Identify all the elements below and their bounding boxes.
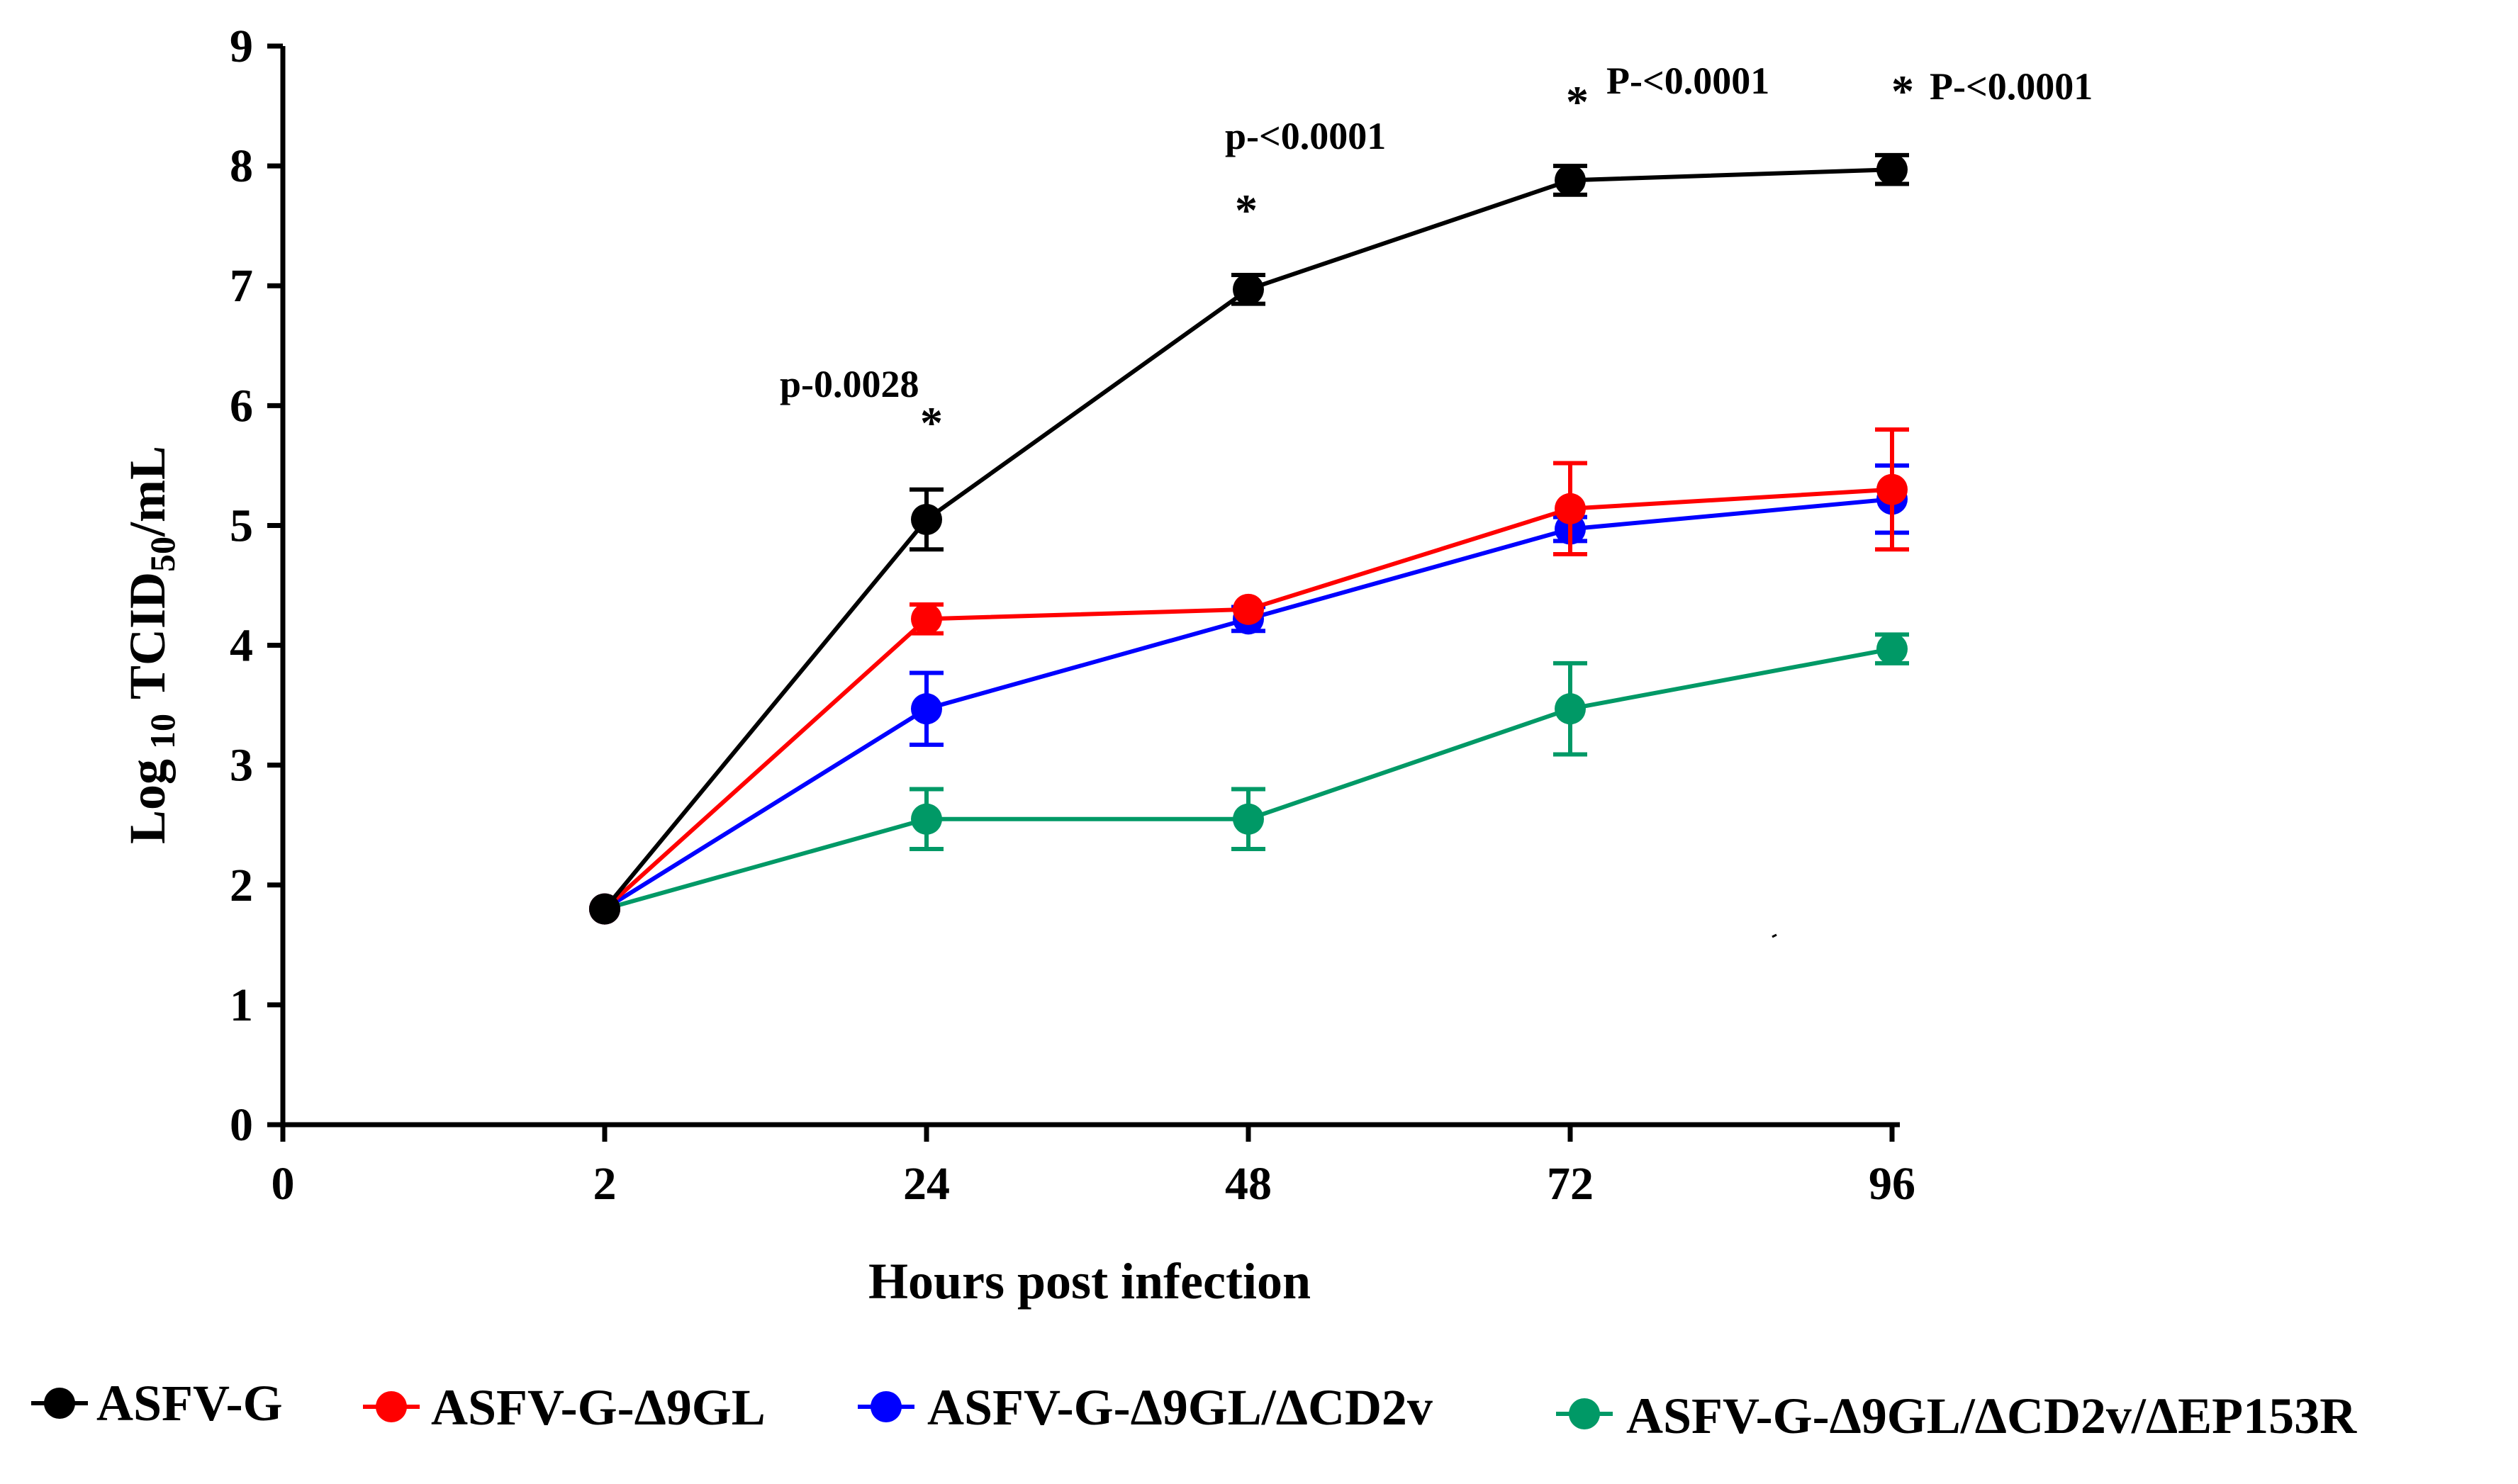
x-tick-label-72: 72 — [1547, 1158, 1594, 1210]
data-point-0-3 — [1555, 164, 1586, 196]
data-point-3-3 — [1555, 693, 1586, 725]
data-point-3-2 — [1233, 803, 1264, 835]
y-axis-title-mid: TCID — [119, 572, 176, 699]
data-point-2-1 — [911, 693, 942, 725]
legend-item-asfv-g: ASFV-G — [31, 1375, 283, 1432]
y-axis-title-main: Log — [119, 759, 176, 844]
y-tick-label-7: 7 — [230, 260, 253, 312]
y-ticks: 0 1 2 3 4 5 6 7 8 9 — [230, 21, 283, 1151]
x-tick-label-0: 0 — [272, 1158, 295, 1210]
y-tick-label-1: 1 — [230, 979, 253, 1031]
annotation-48h-star: * — [1235, 185, 1258, 235]
x-ticks: 0 2 24 48 72 96 — [272, 1125, 1915, 1210]
legend-label-asfv-g-d9gl: ASFV-G-Δ9GL — [431, 1379, 766, 1436]
annotations: p-0.0028 * p-<0.0001 * * P-<0.0001 * P-<… — [780, 60, 2093, 448]
y-tick-label-9: 9 — [230, 21, 253, 72]
legend-item-asfv-g-d9gl-dcd2v-dep153r: ASFV-G-Δ9GL/ΔCD2v/ΔEP153R — [1556, 1388, 2357, 1444]
y-tick-label-3: 3 — [230, 740, 253, 792]
data-point-3-1 — [911, 803, 942, 835]
series-2 — [589, 463, 1909, 925]
legend-marker-asfv-g-d9gl — [376, 1391, 407, 1422]
y-tick-label-0: 0 — [230, 1099, 253, 1151]
x-tick-label-48: 48 — [1225, 1158, 1272, 1210]
y-tick-label-6: 6 — [230, 380, 253, 432]
data-point-0-0 — [589, 893, 620, 925]
legend-marker-asfv-g-d9gl-dcd2v-dep153r — [1569, 1398, 1600, 1429]
axes: 0 1 2 3 4 5 6 7 8 9 0 2 24 48 72 96 — [230, 21, 1915, 1210]
data-point-0-1 — [911, 503, 942, 535]
y-axis-title-sub1: 10 — [142, 714, 182, 749]
legend-label-asfv-g: ASFV-G — [96, 1375, 283, 1432]
legend: ASFV-G ASFV-G-Δ9GL ASFV-G-Δ9GL/ΔCD2v ASF… — [31, 1375, 2357, 1444]
annotation-96h-pvalue: P-<0.0001 — [1930, 65, 2093, 108]
legend-marker-asfv-g — [44, 1388, 75, 1419]
data-point-1-3 — [1555, 493, 1586, 524]
series-line-3 — [604, 646, 1893, 911]
stray-mark — [1772, 933, 1777, 938]
y-tick-label-2: 2 — [230, 860, 253, 911]
y-axis-title-end: /mL — [119, 446, 176, 537]
series-3 — [589, 632, 1909, 925]
x-tick-label-96: 96 — [1869, 1158, 1915, 1210]
x-axis-title: Hours post infection — [868, 1253, 1311, 1310]
x-tick-label-2: 2 — [593, 1158, 617, 1210]
y-tick-label-5: 5 — [230, 500, 253, 551]
data-point-1-4 — [1876, 473, 1908, 505]
legend-item-asfv-g-d9gl-dcd2v: ASFV-G-Δ9GL/ΔCD2v — [858, 1379, 1433, 1436]
annotation-72h-star: * — [1566, 77, 1589, 127]
legend-item-asfv-g-d9gl: ASFV-G-Δ9GL — [363, 1379, 766, 1436]
y-tick-label-4: 4 — [230, 620, 253, 672]
data-point-1-1 — [911, 603, 942, 635]
data-point-0-2 — [1233, 274, 1264, 305]
series-layer — [589, 152, 1909, 925]
annotation-72h-pvalue: P-<0.0001 — [1606, 60, 1769, 102]
x-tick-label-24: 24 — [903, 1158, 950, 1210]
annotation-96h-star: * — [1891, 66, 1914, 116]
annotation-24h-pvalue: p-0.0028 — [780, 363, 919, 405]
y-axis-title-sub2: 50 — [142, 536, 182, 572]
data-point-1-2 — [1233, 593, 1264, 625]
series-0 — [589, 152, 1909, 925]
y-axis-title: Log 10 TCID50/mL — [119, 446, 182, 844]
legend-marker-asfv-g-d9gl-dcd2v — [871, 1391, 902, 1422]
data-point-3-4 — [1876, 633, 1908, 665]
annotation-24h-star: * — [920, 398, 943, 448]
y-tick-label-8: 8 — [230, 140, 253, 192]
legend-label-asfv-g-d9gl-dcd2v: ASFV-G-Δ9GL/ΔCD2v — [927, 1379, 1433, 1436]
annotation-48h-pvalue: p-<0.0001 — [1225, 115, 1386, 157]
legend-label-asfv-g-d9gl-dcd2v-dep153r: ASFV-G-Δ9GL/ΔCD2v/ΔEP153R — [1626, 1388, 2357, 1444]
data-point-0-4 — [1876, 154, 1908, 186]
